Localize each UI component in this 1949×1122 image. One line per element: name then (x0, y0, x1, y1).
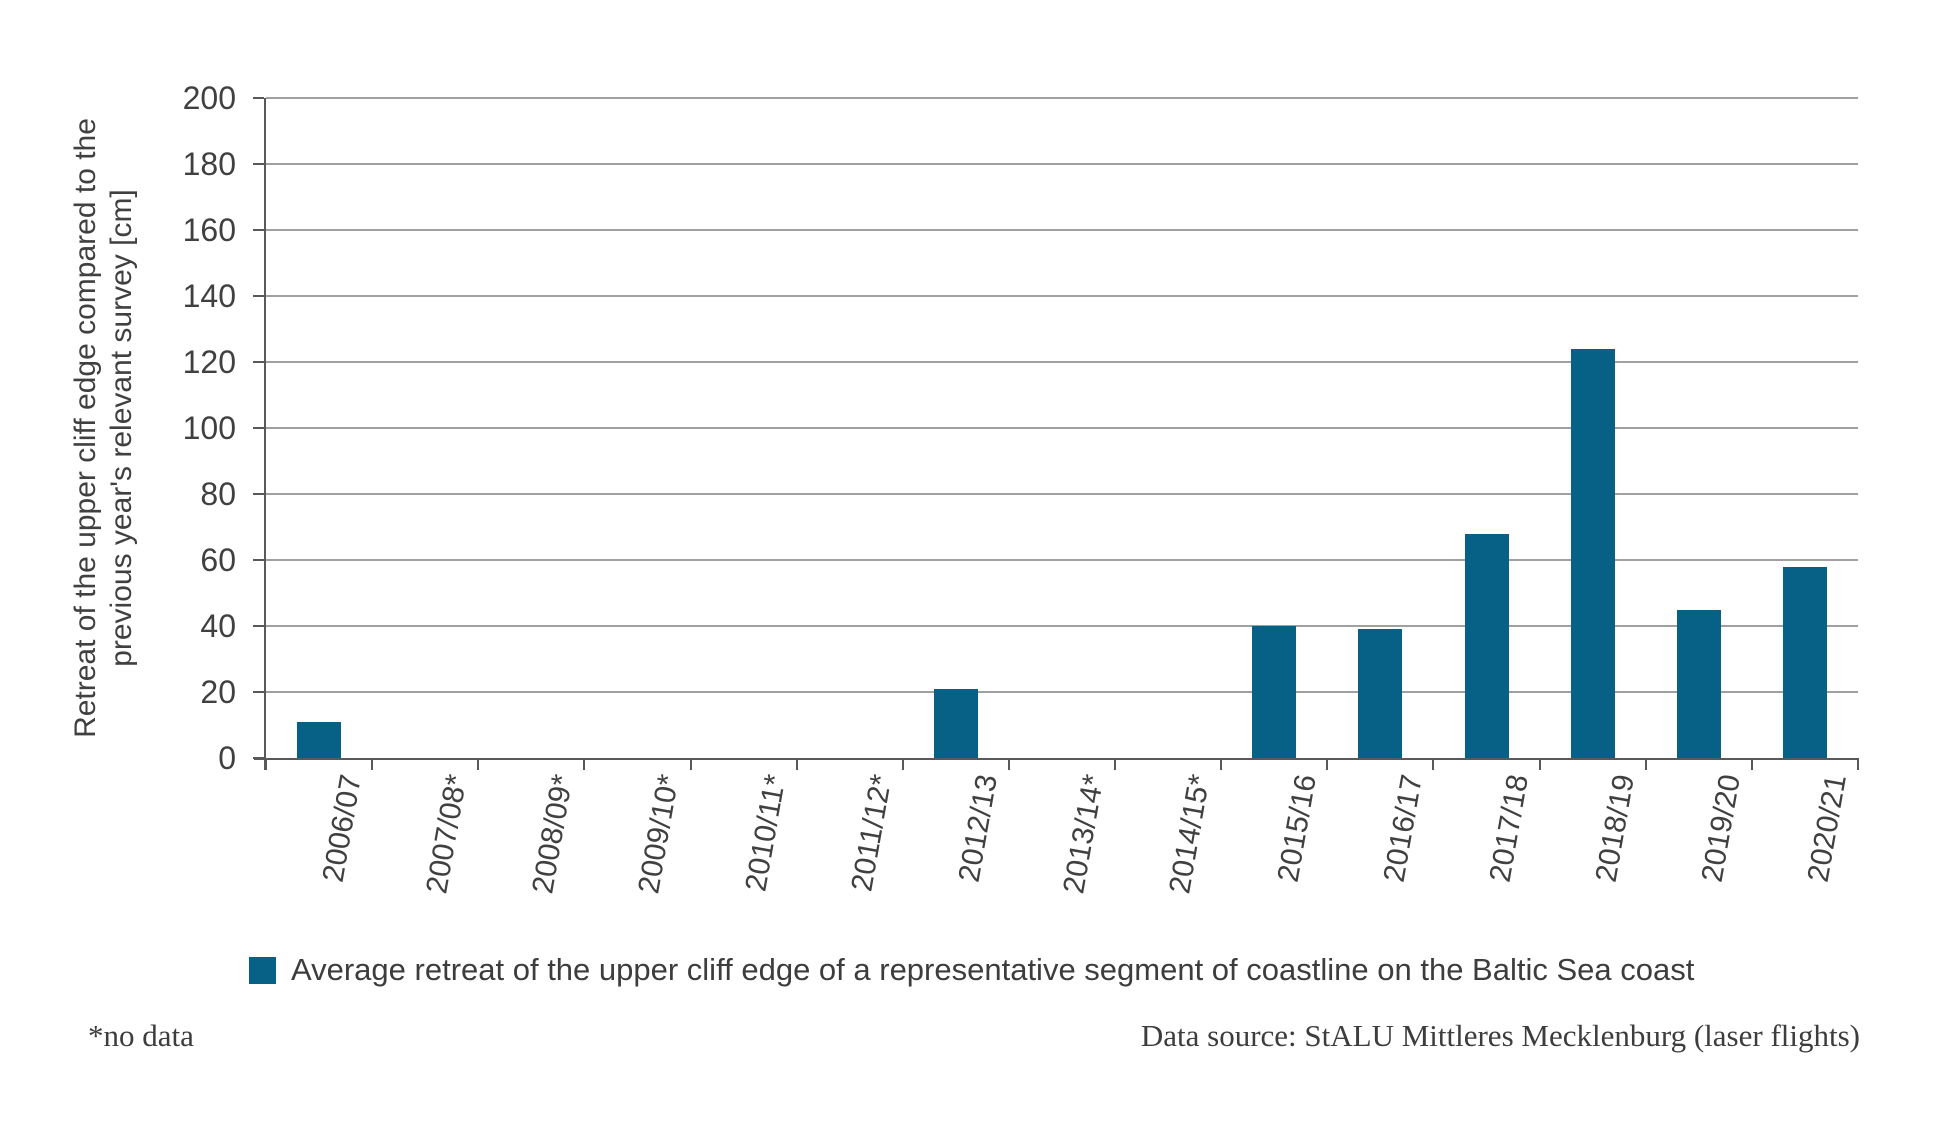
y-tick-mark (253, 295, 264, 297)
x-tick-label-text: 2018/19 (1589, 772, 1642, 885)
y-tick-label: 140 (182, 278, 236, 314)
y-tick-mark (253, 625, 264, 627)
bar (1570, 348, 1615, 758)
data-source: Data source: StALU Mittleres Mecklenburg… (1140, 1018, 1860, 1053)
bar (933, 688, 978, 758)
y-tick-label: 80 (200, 476, 236, 512)
gridline (266, 361, 1858, 363)
y-tick-mark (253, 493, 264, 495)
y-axis-line (264, 98, 266, 770)
x-tick-mark (477, 758, 480, 770)
x-tick-label: 2009/10* (584, 758, 690, 943)
x-tick-label-text: 2015/16 (1271, 772, 1323, 885)
y-tick-label: 160 (182, 212, 236, 248)
gridline (266, 691, 1858, 693)
x-tick-mark (1644, 758, 1647, 770)
x-tick-label-text: 2012/13 (953, 772, 1005, 885)
y-tick-label: 120 (182, 344, 236, 380)
gridline (266, 493, 1858, 495)
x-tick-label: 2007/08* (372, 758, 478, 943)
legend-swatch (249, 956, 276, 984)
plot-area: 0 20 40 60 80 100 120 140 160 180 200 2006/07 2007/0… (183, 82, 1859, 896)
x-tick-mark (1538, 758, 1541, 770)
bar (297, 721, 342, 758)
x-tick-mark (265, 758, 267, 770)
x-tick-label: 2017/18 (1433, 758, 1539, 943)
footnote-no-data: *no data (88, 1018, 194, 1053)
y-tick-mark (253, 97, 264, 99)
x-tick-label-text: 2013/14* (1057, 772, 1111, 897)
y-tick-label: 100 (182, 410, 236, 446)
x-tick-label: 2016/17 (1327, 758, 1433, 943)
x-tick-label-text: 2019/20 (1695, 772, 1748, 885)
x-tick-mark (1220, 758, 1223, 770)
x-tick-label-text: 2007/08* (420, 772, 474, 897)
x-tick-label-text: 2014/15* (1163, 772, 1217, 897)
x-tick-mark (1114, 758, 1117, 770)
x-tick-label: 2018/19 (1540, 758, 1646, 943)
bar (1676, 609, 1721, 758)
x-tick-mark (1750, 758, 1753, 770)
gridline (266, 427, 1858, 429)
gridline (266, 97, 1858, 99)
y-tick-label: 20 (200, 674, 236, 710)
x-tick-mark (1432, 758, 1435, 770)
x-tick-label: 2014/15* (1115, 758, 1221, 943)
x-tick-label-text: 2009/10* (632, 772, 686, 897)
x-tick-label-text: 2011/12* (845, 772, 899, 894)
y-axis-title-text: Retreat of the upper cliff edge compared… (68, 118, 140, 738)
gridline (266, 295, 1858, 297)
y-tick-mark (253, 361, 264, 363)
x-tick-mark (1857, 758, 1859, 770)
x-tick-label: 2015/16 (1221, 758, 1327, 943)
x-tick-label-text: 2020/21 (1802, 772, 1854, 885)
x-tick-label-text: 2017/18 (1483, 772, 1536, 885)
y-tick-mark (253, 559, 264, 561)
x-tick-label: 2008/09* (478, 758, 584, 943)
bar (1252, 626, 1297, 758)
bar (1782, 566, 1827, 758)
x-tick-mark (689, 758, 692, 770)
y-tick-mark (253, 229, 264, 231)
y-tick-label: 0 (218, 740, 236, 776)
x-tick-label: 2012/13 (903, 758, 1009, 943)
y-tick-mark (253, 427, 264, 429)
y-tick-label: 200 (182, 80, 236, 116)
y-tick-label: 180 (182, 146, 236, 182)
gridline (266, 229, 1858, 231)
x-axis-line (254, 758, 1858, 760)
x-tick-label-text: 2006/07 (316, 772, 368, 885)
x-tick-mark (583, 758, 586, 770)
x-tick-mark (1326, 758, 1329, 770)
x-tick-label: 2010/11* (691, 758, 797, 943)
legend: Average retreat of the upper cliff edge … (249, 952, 1694, 988)
x-tick-label: 2006/07 (266, 758, 372, 943)
x-tick-mark (795, 758, 798, 770)
x-tick-label-text: 2016/17 (1377, 772, 1429, 885)
legend-label: Average retreat of the upper cliff edge … (291, 952, 1695, 987)
bar (1358, 629, 1403, 758)
y-axis-title-line-1: Retreat of the upper cliff edge compared… (69, 118, 102, 738)
x-tick-label: 2011/12* (797, 758, 903, 943)
gridline (266, 625, 1858, 627)
x-tick-mark (1007, 758, 1010, 770)
gridline (266, 559, 1858, 561)
gridline (266, 163, 1858, 165)
bar (1464, 533, 1509, 758)
x-tick-mark (901, 758, 904, 770)
x-tick-label-text: 2008/09* (526, 772, 580, 897)
y-tick-label: 40 (200, 608, 236, 644)
x-tick-label: 2020/21 (1752, 758, 1858, 943)
x-tick-label: 2013/14* (1009, 758, 1115, 943)
x-tick-label: 2019/20 (1646, 758, 1752, 943)
y-tick-mark (253, 757, 264, 759)
x-tick-label-text: 2010/11* (739, 772, 793, 894)
x-tick-mark (371, 758, 374, 770)
y-tick-mark (253, 691, 264, 693)
y-tick-mark (253, 163, 264, 165)
y-tick-label: 60 (200, 542, 236, 578)
